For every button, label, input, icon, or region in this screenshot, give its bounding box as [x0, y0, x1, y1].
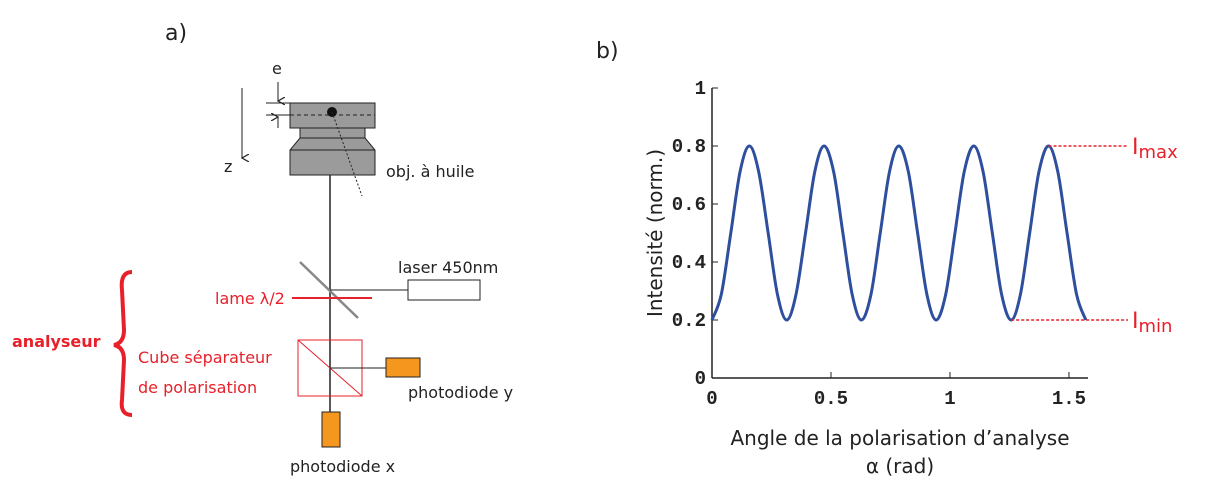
- z-label: z: [224, 157, 232, 176]
- brace: [113, 270, 133, 417]
- laser-label: laser 450nm: [398, 258, 498, 277]
- annotation: Imax: [1132, 135, 1178, 163]
- panel-label: b): [596, 39, 619, 64]
- photodiode: [321, 411, 341, 448]
- x-tick-label: 1: [944, 388, 955, 410]
- y-tick-label: 0.4: [672, 252, 706, 274]
- analyser-label: analyseur: [12, 332, 101, 351]
- photodiode-label: photodiode y: [408, 383, 513, 402]
- panel-label: a): [165, 21, 187, 46]
- annotation-subscript: min: [1139, 316, 1173, 337]
- x-tick-label: 0.5: [814, 388, 848, 410]
- chart: b) 0 0.2 0.4 0.6 0.8 1 0 0.5 1 1.5 Angle de la pola…: [596, 39, 1178, 478]
- x-tick-label: 1.5: [1052, 388, 1086, 410]
- y-tick-label: 0.6: [672, 194, 706, 216]
- annotation-text: I: [1132, 309, 1139, 334]
- laser: [407, 279, 481, 301]
- y-tick-label: 0: [695, 368, 706, 390]
- y-tick-label: 1: [695, 78, 706, 100]
- e-label: e: [272, 59, 282, 78]
- diagram: a) z e obj. à huile laser 450nm lame λ/2…: [12, 21, 513, 476]
- x-tick-label: 0: [706, 388, 717, 410]
- x-axis-label: Angle de la polarisation d’analyse: [730, 426, 1069, 450]
- y-tick-label: 0.8: [672, 136, 706, 158]
- y-tick-label: 0.2: [672, 310, 706, 332]
- cube-label: Cube séparateur: [138, 348, 272, 367]
- annotation-subscript: max: [1139, 142, 1179, 163]
- ray: [331, 111, 363, 197]
- photodiode-label: photodiode x: [290, 457, 395, 476]
- objective: [289, 127, 376, 176]
- data-line: [710, 144, 1088, 322]
- cube-label: de polarisation: [138, 378, 257, 397]
- plate-label: lame λ/2: [215, 289, 285, 308]
- y-axis-label: Intensité (norm.): [643, 149, 667, 317]
- beam-splitter: [299, 261, 359, 319]
- annotation: Imin: [1132, 309, 1172, 337]
- annotation-text: I: [1132, 135, 1139, 160]
- x-axis-label: α (rad): [866, 454, 934, 478]
- photodiode: [385, 357, 421, 378]
- objective-label: obj. à huile: [386, 162, 474, 181]
